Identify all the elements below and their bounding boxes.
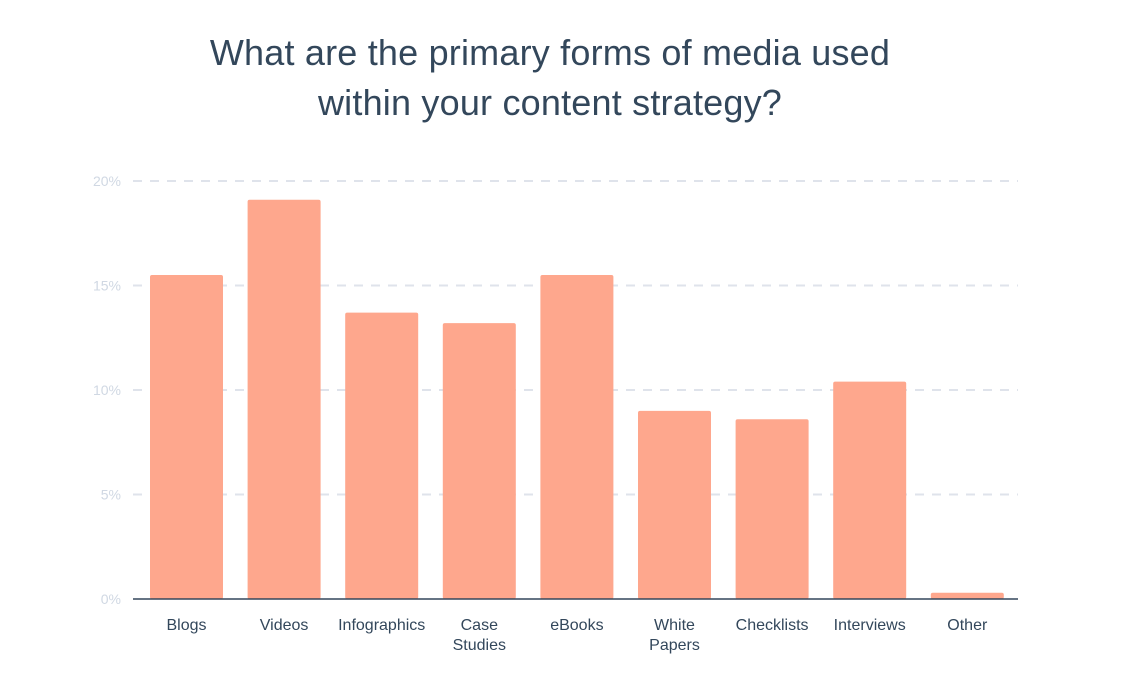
bar	[638, 410, 711, 599]
category-label-line: Checklists	[736, 617, 809, 634]
category-label: Checklists	[736, 617, 809, 634]
category-label-line: Videos	[260, 617, 309, 634]
bar	[345, 312, 419, 599]
chart-title-line-2: within your content strategy?	[317, 82, 783, 123]
y-tick-label: 0%	[101, 591, 121, 607]
category-label-line: Studies	[453, 637, 506, 654]
bar	[833, 381, 907, 599]
category-label-line: Interviews	[834, 617, 906, 634]
bar	[540, 275, 614, 599]
bar	[150, 275, 223, 599]
category-label-line: eBooks	[550, 617, 603, 634]
category-label-line: Papers	[649, 637, 700, 654]
bar	[442, 323, 516, 599]
chart-title-line-1: What are the primary forms of media used	[209, 32, 891, 73]
category-label: Videos	[260, 617, 309, 634]
category-label: Infographics	[338, 617, 425, 634]
category-label-line: Blogs	[166, 617, 206, 634]
category-label-line: Infographics	[338, 617, 425, 634]
y-tick-label: 10%	[93, 382, 121, 398]
bar	[930, 592, 1004, 599]
category-label-line: Case	[461, 617, 498, 634]
y-tick-label: 20%	[93, 173, 121, 189]
bar	[735, 419, 809, 599]
category-label: Other	[947, 617, 988, 634]
category-label: Interviews	[834, 617, 906, 634]
category-label: Case Studies	[453, 617, 506, 654]
category-label-line: Other	[947, 617, 988, 634]
category-label: Blogs	[166, 617, 206, 634]
category-label: eBooks	[550, 617, 603, 634]
chart-title: What are the primary forms of media used…	[0, 28, 1100, 128]
y-tick-label: 15%	[93, 278, 121, 294]
category-label: White Papers	[649, 617, 700, 654]
y-tick-label: 5%	[101, 487, 121, 503]
category-label-line: White	[654, 617, 695, 634]
bar	[247, 199, 321, 599]
